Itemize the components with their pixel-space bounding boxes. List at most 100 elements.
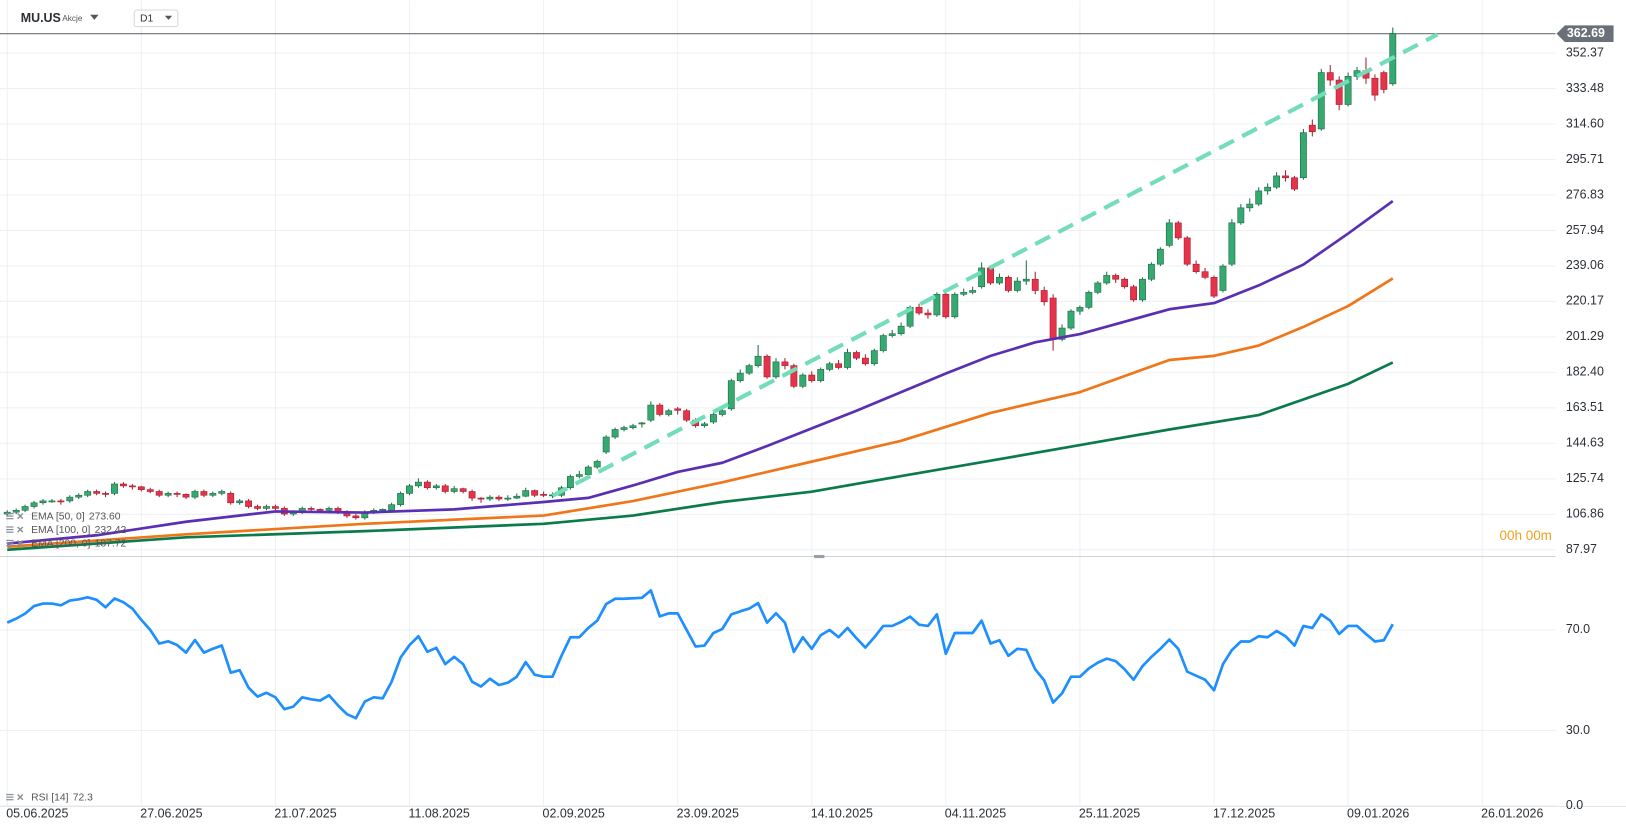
candle-body bbox=[531, 490, 539, 496]
candle-body bbox=[1049, 297, 1057, 340]
candle-body bbox=[477, 497, 485, 500]
candle-body bbox=[584, 466, 592, 475]
candle-body bbox=[1264, 186, 1272, 192]
candle-body bbox=[745, 365, 753, 374]
timeframe-caret[interactable] bbox=[164, 15, 173, 20]
candle-body bbox=[1058, 327, 1066, 340]
candle-body bbox=[656, 404, 664, 415]
candle-body bbox=[1210, 277, 1218, 297]
candle-body bbox=[888, 333, 896, 336]
candle-body bbox=[1022, 278, 1030, 282]
candle-body bbox=[799, 374, 807, 387]
candle-body bbox=[790, 365, 798, 387]
candle-body bbox=[415, 481, 422, 487]
legend-close-icon bbox=[17, 526, 24, 533]
candle-body bbox=[1103, 275, 1111, 284]
y-tick-label: 352.37 bbox=[1566, 45, 1604, 59]
pane-resize-handle[interactable] bbox=[814, 554, 825, 559]
candle-body bbox=[701, 423, 708, 427]
candle-body bbox=[307, 508, 315, 510]
ema-line bbox=[7, 199, 1394, 545]
x-tick-label: 14.10.2025 bbox=[811, 807, 873, 821]
y-tick-label: 163.51 bbox=[1566, 400, 1604, 414]
candle-body bbox=[1246, 203, 1254, 209]
candle-body bbox=[39, 500, 47, 504]
legend-value: 273.60 bbox=[89, 511, 121, 522]
x-tick-label: 02.09.2025 bbox=[543, 807, 605, 821]
timeframe[interactable]: D1 bbox=[140, 14, 153, 25]
candle-body bbox=[164, 493, 172, 496]
symbol-dropdown-caret[interactable] bbox=[90, 14, 99, 20]
candle-body bbox=[1004, 277, 1012, 291]
candle-body bbox=[441, 485, 449, 492]
legend-name: EMA [100, 0] bbox=[31, 525, 90, 536]
candle-body bbox=[978, 267, 986, 288]
candle-body bbox=[710, 414, 717, 423]
trendline bbox=[551, 32, 1439, 498]
candle-body bbox=[1273, 175, 1281, 188]
candle-body bbox=[1139, 278, 1146, 301]
labels-layer: MU.US Akcje D1 87.97 106.86 125.74 144.63 16… bbox=[0, 9, 1626, 821]
candle-body bbox=[969, 290, 977, 293]
candle-body bbox=[173, 493, 181, 495]
candle-body bbox=[218, 491, 226, 494]
timeframe-dropdown[interactable] bbox=[133, 9, 179, 28]
candle-body bbox=[933, 293, 941, 316]
y-tick-label: 220.17 bbox=[1566, 294, 1604, 308]
candle-body bbox=[808, 374, 816, 381]
candle-body bbox=[57, 500, 65, 503]
candle-body bbox=[397, 493, 404, 505]
y-tick-label: 106.86 bbox=[1566, 507, 1604, 521]
candle-body bbox=[826, 363, 834, 370]
candle-body bbox=[1308, 124, 1316, 133]
candle-body bbox=[1165, 222, 1173, 246]
y-tick-label: 239.06 bbox=[1566, 258, 1604, 272]
candle-body bbox=[754, 355, 762, 366]
candle-body bbox=[271, 506, 279, 509]
x-tick-label: 27.06.2025 bbox=[140, 807, 202, 821]
price-tag bbox=[1556, 25, 1614, 42]
candle-body bbox=[1282, 175, 1289, 179]
candle-body bbox=[1156, 248, 1164, 265]
candle-body bbox=[406, 485, 413, 494]
legend-close-icon bbox=[17, 539, 24, 547]
x-tick-label: 23.09.2025 bbox=[677, 807, 739, 821]
candle-body bbox=[128, 485, 136, 488]
candle-body bbox=[736, 372, 744, 381]
candle-body bbox=[1148, 263, 1155, 280]
candle-body bbox=[1219, 265, 1227, 291]
candle-body bbox=[1317, 72, 1325, 130]
candle-body bbox=[245, 500, 253, 507]
candle-body bbox=[1040, 290, 1048, 303]
y-tick-label: 295.71 bbox=[1566, 152, 1604, 166]
x-tick-label: 26.01.2026 bbox=[1481, 807, 1543, 821]
candle-body bbox=[137, 486, 145, 490]
candle-body bbox=[1228, 222, 1236, 265]
candle-body bbox=[638, 422, 646, 425]
candle-body bbox=[540, 494, 548, 496]
candle-body bbox=[459, 488, 467, 492]
candle-body bbox=[1335, 79, 1343, 105]
candle-body bbox=[423, 481, 431, 489]
x-tick-label: 04.11.2025 bbox=[945, 807, 1006, 821]
y-tick-label: 276.83 bbox=[1566, 187, 1604, 201]
candle-body bbox=[1094, 282, 1102, 293]
legend-value: 72.3 bbox=[73, 792, 93, 803]
candle-body bbox=[1085, 292, 1093, 308]
candle-body bbox=[21, 506, 29, 511]
candle-body bbox=[182, 494, 190, 498]
symbol[interactable]: MU.US bbox=[21, 11, 61, 25]
x-tick-label: 11.08.2025 bbox=[408, 807, 469, 821]
candle-body bbox=[352, 515, 360, 519]
marks-layer bbox=[3, 27, 1439, 720]
candle-body bbox=[12, 509, 20, 513]
candle-body bbox=[1344, 76, 1352, 105]
x-tick-label: 17.12.2025 bbox=[1213, 807, 1275, 821]
candle-body bbox=[924, 312, 932, 316]
legend-entry: RSI [14] 72.3 bbox=[31, 792, 93, 803]
candle-body bbox=[379, 509, 387, 511]
candle-body bbox=[763, 355, 771, 378]
candle-body bbox=[879, 335, 887, 351]
candle-body bbox=[1076, 307, 1084, 312]
x-tick-label: 09.01.2026 bbox=[1347, 807, 1409, 821]
